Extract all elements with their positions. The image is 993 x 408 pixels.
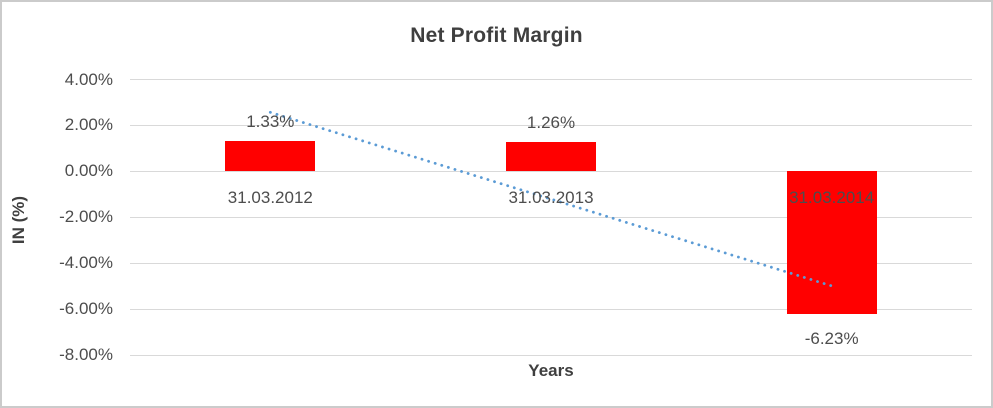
x-axis-title: Years (528, 361, 574, 380)
y-tick-label: -4.00% (59, 253, 113, 273)
gridline (130, 79, 972, 80)
gridline (130, 354, 972, 356)
category-label: 31.03.2013 (508, 188, 594, 208)
y-tick-label: -2.00% (59, 207, 113, 227)
y-tick-label: -6.00% (59, 299, 113, 319)
y-tick-label: 4.00% (64, 69, 113, 89)
chart-title: Net Profit Margin (410, 24, 583, 47)
y-tick-label: 0.00% (64, 161, 113, 181)
y-tick-label: 2.00% (64, 115, 113, 135)
data-label: 1.26% (526, 113, 576, 133)
data-label: 1.33% (246, 111, 295, 131)
gridline (130, 308, 972, 310)
bar-31.03.2012 (225, 140, 316, 172)
category-label: 31.03.2012 (227, 188, 313, 208)
data-label: -6.23% (804, 329, 859, 349)
bar-31.03.2013 (506, 142, 596, 172)
y-tick-label: -8.00% (59, 345, 113, 364)
category-label: 31.03.2014 (789, 188, 875, 208)
